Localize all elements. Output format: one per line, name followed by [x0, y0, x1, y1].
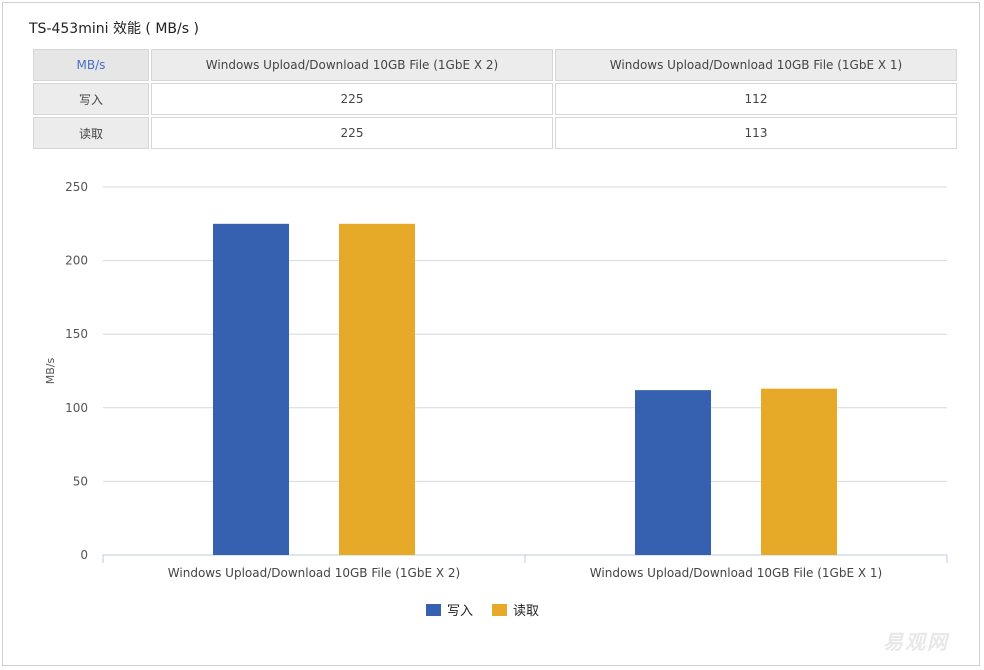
bar-chart: 0 50 100 150 200 250 MB/s Windows Upload/Downlo…	[44, 180, 948, 619]
legend-swatch	[492, 604, 507, 616]
legend-swatch	[426, 604, 441, 616]
table-row-label: 读取	[33, 117, 149, 149]
table-cell: 113	[555, 117, 957, 149]
y-tick-label: 200	[65, 254, 88, 268]
table-cell: 225	[151, 83, 553, 115]
y-axis-label: MB/s	[44, 357, 57, 384]
table-cell: 225	[151, 117, 553, 149]
performance-table: MB/s Windows Upload/Download 10GB File (…	[31, 47, 959, 151]
table-column-header: Windows Upload/Download 10GB File (1GbE …	[555, 49, 957, 81]
y-tick-label: 50	[73, 474, 88, 488]
table-row-label: 写入	[33, 83, 149, 115]
watermark-logo: 易观网	[883, 630, 949, 654]
table-column-header: Windows Upload/Download 10GB File (1GbE …	[151, 49, 553, 81]
bar	[213, 223, 289, 556]
table-row: 读取 225 113	[33, 117, 957, 149]
y-tick-label: 150	[65, 327, 88, 341]
x-tick-label: Windows Upload/Download 10GB File (1GbE …	[590, 566, 882, 580]
legend-label: 读取	[513, 604, 539, 619]
table-row: 写入 225 112	[33, 83, 957, 115]
bar	[339, 223, 415, 556]
y-tick-label: 0	[80, 548, 88, 562]
y-tick-label: 100	[65, 401, 88, 415]
table-header-row: MB/s Windows Upload/Download 10GB File (…	[33, 49, 957, 81]
bar	[761, 388, 837, 555]
legend-label: 写入	[447, 604, 473, 619]
y-tick-label: 250	[65, 180, 88, 194]
table-corner-unit: MB/s	[33, 49, 149, 81]
table-cell: 112	[555, 83, 957, 115]
bar	[635, 390, 711, 555]
x-tick-label: Windows Upload/Download 10GB File (1GbE …	[168, 566, 460, 580]
chart-title: TS-453mini 效能 ( MB/s )	[29, 21, 199, 37]
